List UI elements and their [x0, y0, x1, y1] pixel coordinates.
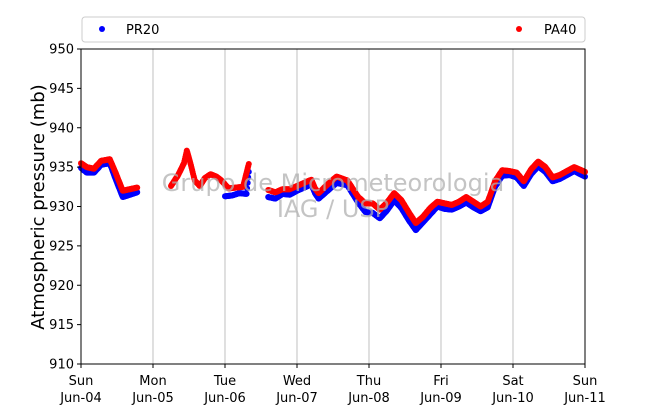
y-tick-label-7: 945 [49, 82, 74, 97]
watermark-line-1: Grupo de Micrometeorologia [162, 169, 504, 197]
x-tick-day-6: Sat [502, 374, 523, 389]
y-tick-label-6: 940 [49, 121, 74, 136]
x-tick-day-1: Mon [139, 374, 166, 389]
x-tick-date-1: Jun-05 [131, 391, 174, 406]
y-tick-label-4: 930 [49, 200, 74, 215]
legend-marker-pr20 [99, 26, 105, 32]
point-pr20-152 [243, 190, 250, 197]
y-axis: 910 915 920 925 930 935 940 945 950 [49, 43, 81, 373]
y-tick-label-8: 950 [49, 43, 74, 58]
legend: PR20 PA40 [81, 16, 586, 43]
series-points [78, 147, 588, 234]
y-tick-label-2: 920 [49, 279, 74, 294]
x-tick-day-7: Sun [573, 374, 598, 389]
point-pa40-261 [245, 161, 252, 167]
legend-marker-pa40 [516, 26, 522, 32]
x-tick-date-2: Jun-06 [203, 391, 246, 406]
y-tick-label-3: 925 [49, 239, 74, 254]
watermark: Grupo de Micrometeorologia IAG / USP [162, 169, 504, 223]
y-tick-label-1: 915 [49, 318, 74, 333]
watermark-line-2: IAG / USP [277, 195, 389, 223]
legend-label-pr20: PR20 [126, 23, 159, 38]
x-tick-day-3: Wed [283, 374, 311, 389]
x-tick-date-0: Jun-04 [59, 391, 102, 406]
x-tick-date-4: Jun-08 [347, 391, 390, 406]
x-tick-day-2: Tue [213, 374, 236, 389]
x-tick-day-5: Fri [433, 374, 449, 389]
y-axis-title: Atmospheric pressure (mb) [28, 84, 49, 329]
x-tick-date-7: Jun-11 [563, 391, 606, 406]
legend-box [81, 16, 586, 43]
series-pa40 [78, 147, 588, 226]
x-tick-date-3: Jun-07 [275, 391, 318, 406]
y-tick-label-5: 935 [49, 161, 74, 176]
legend-label-pa40: PA40 [544, 23, 576, 38]
x-tick-date-6: Jun-10 [491, 391, 534, 406]
point-pa40-109 [134, 184, 141, 191]
x-axis: Sun Jun-04 Mon Jun-05 Tue Jun-06 Wed Jun-07 Thu J… [59, 364, 606, 406]
y-tick-label-0: 910 [49, 358, 74, 373]
x-tick-day-0: Sun [69, 374, 94, 389]
x-tick-day-4: Thu [356, 374, 381, 389]
x-tick-date-5: Jun-09 [419, 391, 462, 406]
